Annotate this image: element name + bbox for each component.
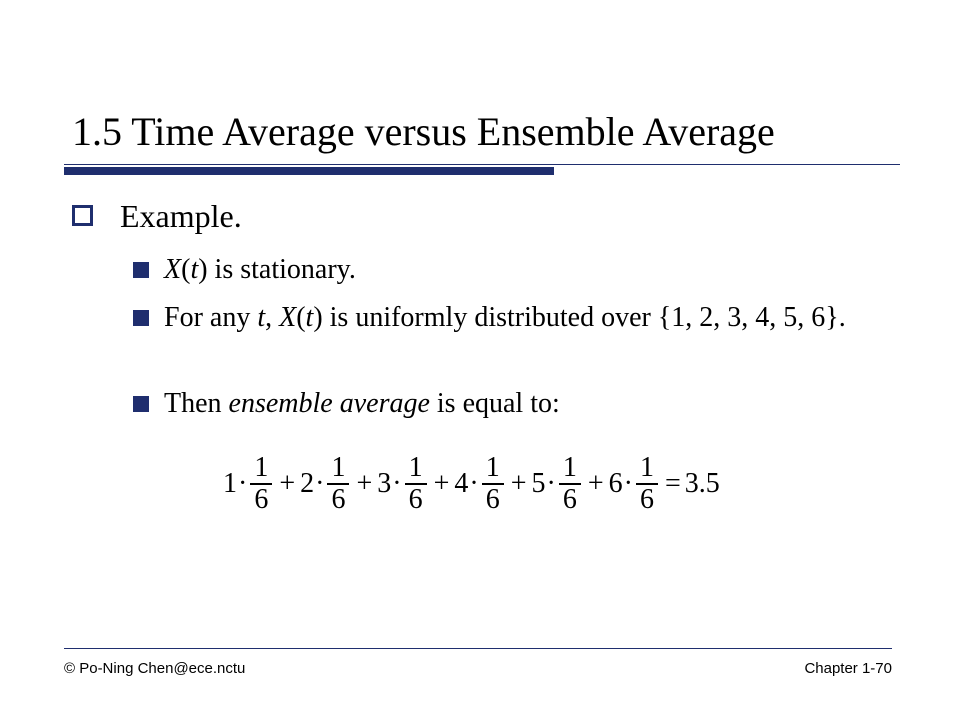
list-item: For any t, X(t) is uniformly distributed… (164, 302, 846, 333)
item-emphasis: ensemble average (228, 388, 430, 419)
formula-dot: · (469, 468, 479, 499)
item-prefix: For any (164, 302, 258, 333)
fraction-numerator: 1 (408, 452, 423, 483)
formula-coef: 1 (223, 468, 237, 499)
item-text: is stationary. (207, 254, 356, 285)
fraction-numerator: 1 (254, 452, 269, 483)
item-comma: , (265, 302, 280, 333)
fraction-numerator: 1 (562, 452, 577, 483)
formula-result: 3.5 (684, 468, 720, 499)
variable-t: t (257, 302, 266, 333)
variable-x: X (279, 302, 297, 333)
square-bullet-icon (133, 396, 149, 412)
fraction-denominator: 6 (254, 484, 269, 515)
title-divider-thin (64, 164, 900, 165)
formula-dot: · (546, 468, 556, 499)
fraction-denominator: 6 (639, 484, 654, 515)
formula-coef: 6 (608, 468, 623, 499)
formula-coef: 3 (377, 468, 392, 499)
fraction-numerator: 1 (639, 452, 654, 483)
level1-text: Example. (120, 198, 242, 234)
formula-operator: + (587, 468, 604, 499)
square-bullet-icon (133, 262, 149, 278)
fraction-denominator: 6 (485, 484, 500, 515)
variable-x: X (164, 254, 182, 285)
footer-page-number: Chapter 1-70 (804, 660, 892, 677)
formula-dot: · (238, 468, 248, 499)
formula-operator: + (279, 468, 296, 499)
fraction-numerator: 1 (485, 452, 500, 483)
formula-operator: + (510, 468, 527, 499)
footer-divider (64, 648, 892, 649)
variable-t: t (190, 254, 199, 285)
formula-operator: = (664, 468, 681, 499)
formula-dot: · (392, 468, 402, 499)
formula-dot: · (315, 468, 325, 499)
footer-copyright: © Po-Ning Chen@ece.nctu (64, 660, 246, 677)
fraction-numerator: 1 (331, 452, 346, 483)
title-divider-thick (64, 167, 554, 175)
formula-dot: · (623, 468, 633, 499)
square-bullet-icon (133, 310, 149, 326)
item-text: is uniformly distributed over {1, 2, 3, … (322, 302, 846, 333)
formula-coef: 5 (531, 468, 546, 499)
list-item: X(t) is stationary. (164, 254, 356, 285)
fraction-denominator: 6 (562, 484, 577, 515)
formula-coef: 2 (300, 468, 315, 499)
fraction-denominator: 6 (331, 484, 346, 515)
formula-operator: + (356, 468, 373, 499)
variable-t: t (305, 302, 314, 333)
fraction-denominator: 6 (408, 484, 423, 515)
hollow-square-bullet-icon (72, 205, 93, 226)
formula-coef: 4 (454, 468, 469, 499)
item-prefix: Then (164, 388, 229, 419)
list-item: Then ensemble average is equal to: (164, 386, 904, 422)
formula-operator: + (433, 468, 450, 499)
slide-title: 1.5 Time Average versus Ensemble Average (72, 109, 775, 154)
item-text: is equal to: (429, 388, 560, 419)
